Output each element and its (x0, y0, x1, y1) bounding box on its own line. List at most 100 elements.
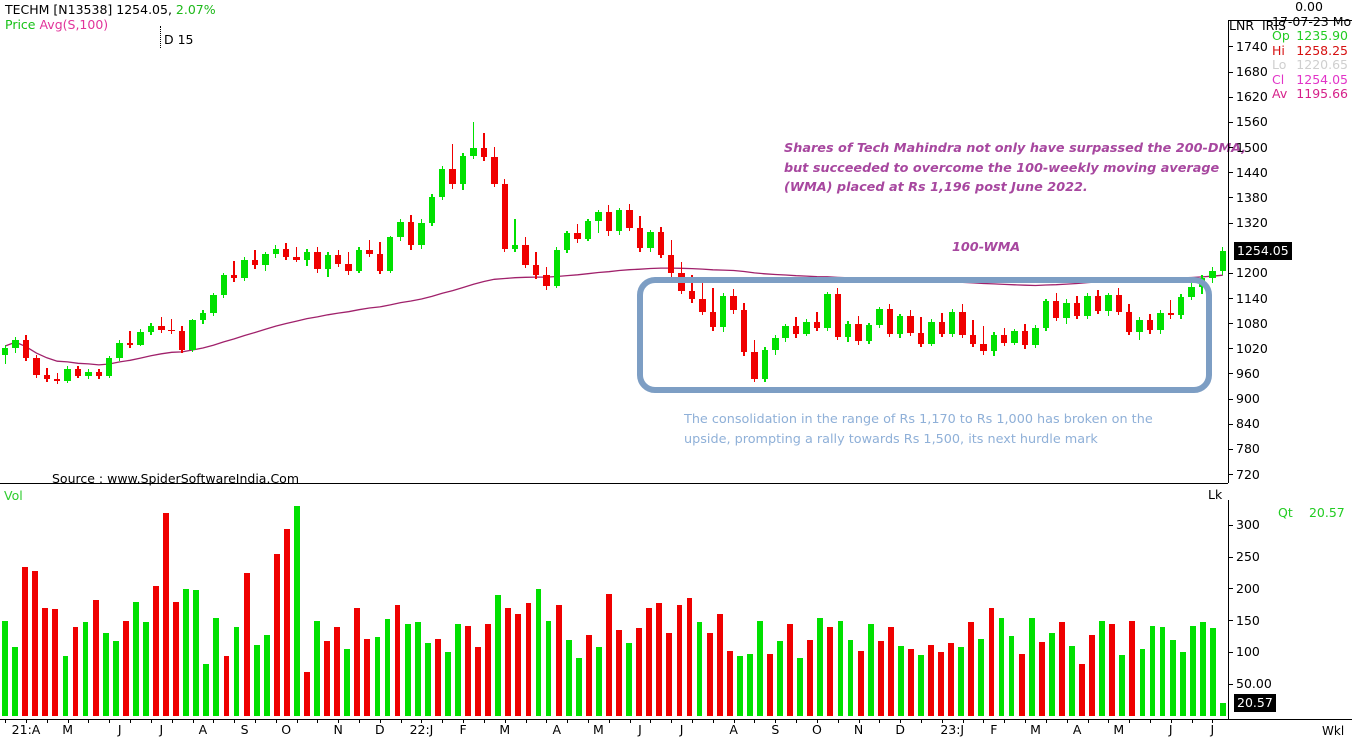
candle-body (64, 368, 71, 381)
wma-label: 100-WMA (952, 240, 1021, 255)
candle-body (12, 340, 19, 348)
x-axis-tick (1066, 719, 1068, 723)
candle-body (896, 316, 904, 334)
x-axis-tick (1149, 719, 1151, 723)
candle-body (824, 294, 831, 328)
volume-axis-label: 50.00 (1236, 676, 1272, 692)
volume-axis-label: 250 (1236, 549, 1260, 565)
candle-body (948, 311, 956, 334)
candle-wick (712, 287, 714, 332)
x-axis-tick (109, 719, 111, 723)
cursor-line (160, 26, 161, 48)
price-axis-label: 1680 (1236, 64, 1268, 80)
price-axis-label: 1200 (1236, 265, 1268, 281)
candle-body (314, 251, 321, 270)
candle-body (1073, 302, 1081, 317)
volume-bar (636, 628, 643, 716)
volume-bar (908, 649, 914, 716)
volume-bar (887, 627, 894, 716)
candle-body (241, 259, 248, 279)
x-axis-tick (67, 719, 69, 723)
candle-wick (701, 283, 704, 316)
volume-bar (1129, 620, 1136, 716)
candle-wick (160, 316, 162, 333)
candle-body (626, 210, 633, 229)
volume-bar (686, 598, 693, 716)
candle-wick (56, 373, 58, 385)
x-axis-label: 21:A (11, 722, 41, 737)
volume-bar (817, 617, 824, 716)
candle-body (1188, 286, 1195, 297)
candle-body (980, 343, 987, 352)
candle-body (1063, 302, 1070, 318)
price-axis-label: 1380 (1236, 189, 1268, 205)
candle-body (532, 264, 540, 276)
price-axis-label: 1500 (1236, 139, 1268, 155)
candle-body (969, 334, 977, 344)
volume-bar (565, 639, 572, 716)
candle-body (1177, 296, 1185, 316)
volume-bar (867, 623, 874, 716)
volume-axis-label: 300 (1236, 517, 1260, 533)
volume-bar (918, 655, 924, 716)
candle-body (366, 249, 373, 255)
change-percent: 2.07% (175, 2, 216, 17)
candle-body (54, 379, 61, 381)
symbol-quote: TECHM [N13538] 1254.05, (5, 2, 172, 17)
candle-wick (982, 326, 985, 355)
candle-body (282, 249, 290, 257)
candle-body (1021, 331, 1029, 346)
price-axis-tick (1228, 172, 1233, 174)
candle-body (511, 244, 519, 250)
candle-body (168, 329, 175, 332)
x-axis-tick (421, 719, 423, 723)
candle-body (917, 332, 925, 344)
candle-wick (171, 319, 173, 335)
volume-bar (1099, 620, 1106, 716)
volume-bar (877, 641, 884, 716)
x-axis-label: A (729, 722, 738, 737)
volume-bar (595, 647, 602, 716)
x-axis-label: M (1030, 722, 1041, 737)
candle-body (199, 312, 207, 321)
candle-wick (233, 260, 235, 282)
x-axis-tick (1191, 719, 1193, 723)
price-axis-label: 960 (1236, 365, 1260, 381)
x-axis-tick (400, 719, 402, 723)
volume-bar (998, 617, 1005, 716)
volume-bar (334, 627, 341, 716)
volume-axis-label: 100 (1236, 644, 1260, 660)
candle-wick (972, 320, 974, 348)
volume-bar (52, 609, 59, 716)
candle-body (834, 294, 841, 338)
info-separator (1228, 20, 1352, 21)
ohlc-row-low: Lo 1220.65 (1272, 57, 1352, 73)
candle-body (1146, 320, 1154, 331)
candle-body (886, 309, 893, 334)
volume-chart-panel[interactable] (0, 500, 1228, 716)
price-axis-label: 1560 (1236, 114, 1268, 130)
volume-bar (1089, 634, 1096, 716)
open-value: 1235.90 (1296, 28, 1348, 43)
volume-bar (314, 620, 320, 716)
volume-bar (575, 657, 582, 716)
volume-bar (112, 641, 119, 716)
x-axis-tick (254, 719, 256, 723)
candle-body (761, 349, 769, 380)
candle-body (1001, 334, 1008, 343)
x-axis-tick (379, 719, 381, 723)
price-axis-label: 780 (1236, 441, 1260, 457)
ohlc-row-close: Cl 1254.05 (1272, 71, 1352, 88)
volume-bar (1149, 625, 1156, 716)
volume-bar (1038, 642, 1045, 716)
candle-body (688, 290, 696, 300)
volume-bar (606, 594, 612, 716)
volume-bar (928, 644, 934, 716)
candle-body (595, 212, 602, 222)
high-value: 1258.25 (1296, 42, 1348, 58)
x-axis-tick (879, 719, 881, 723)
volume-bar (545, 620, 552, 716)
candle-body (324, 254, 332, 270)
close-key: Cl (1272, 71, 1285, 87)
price-axis-tick (1228, 272, 1233, 274)
